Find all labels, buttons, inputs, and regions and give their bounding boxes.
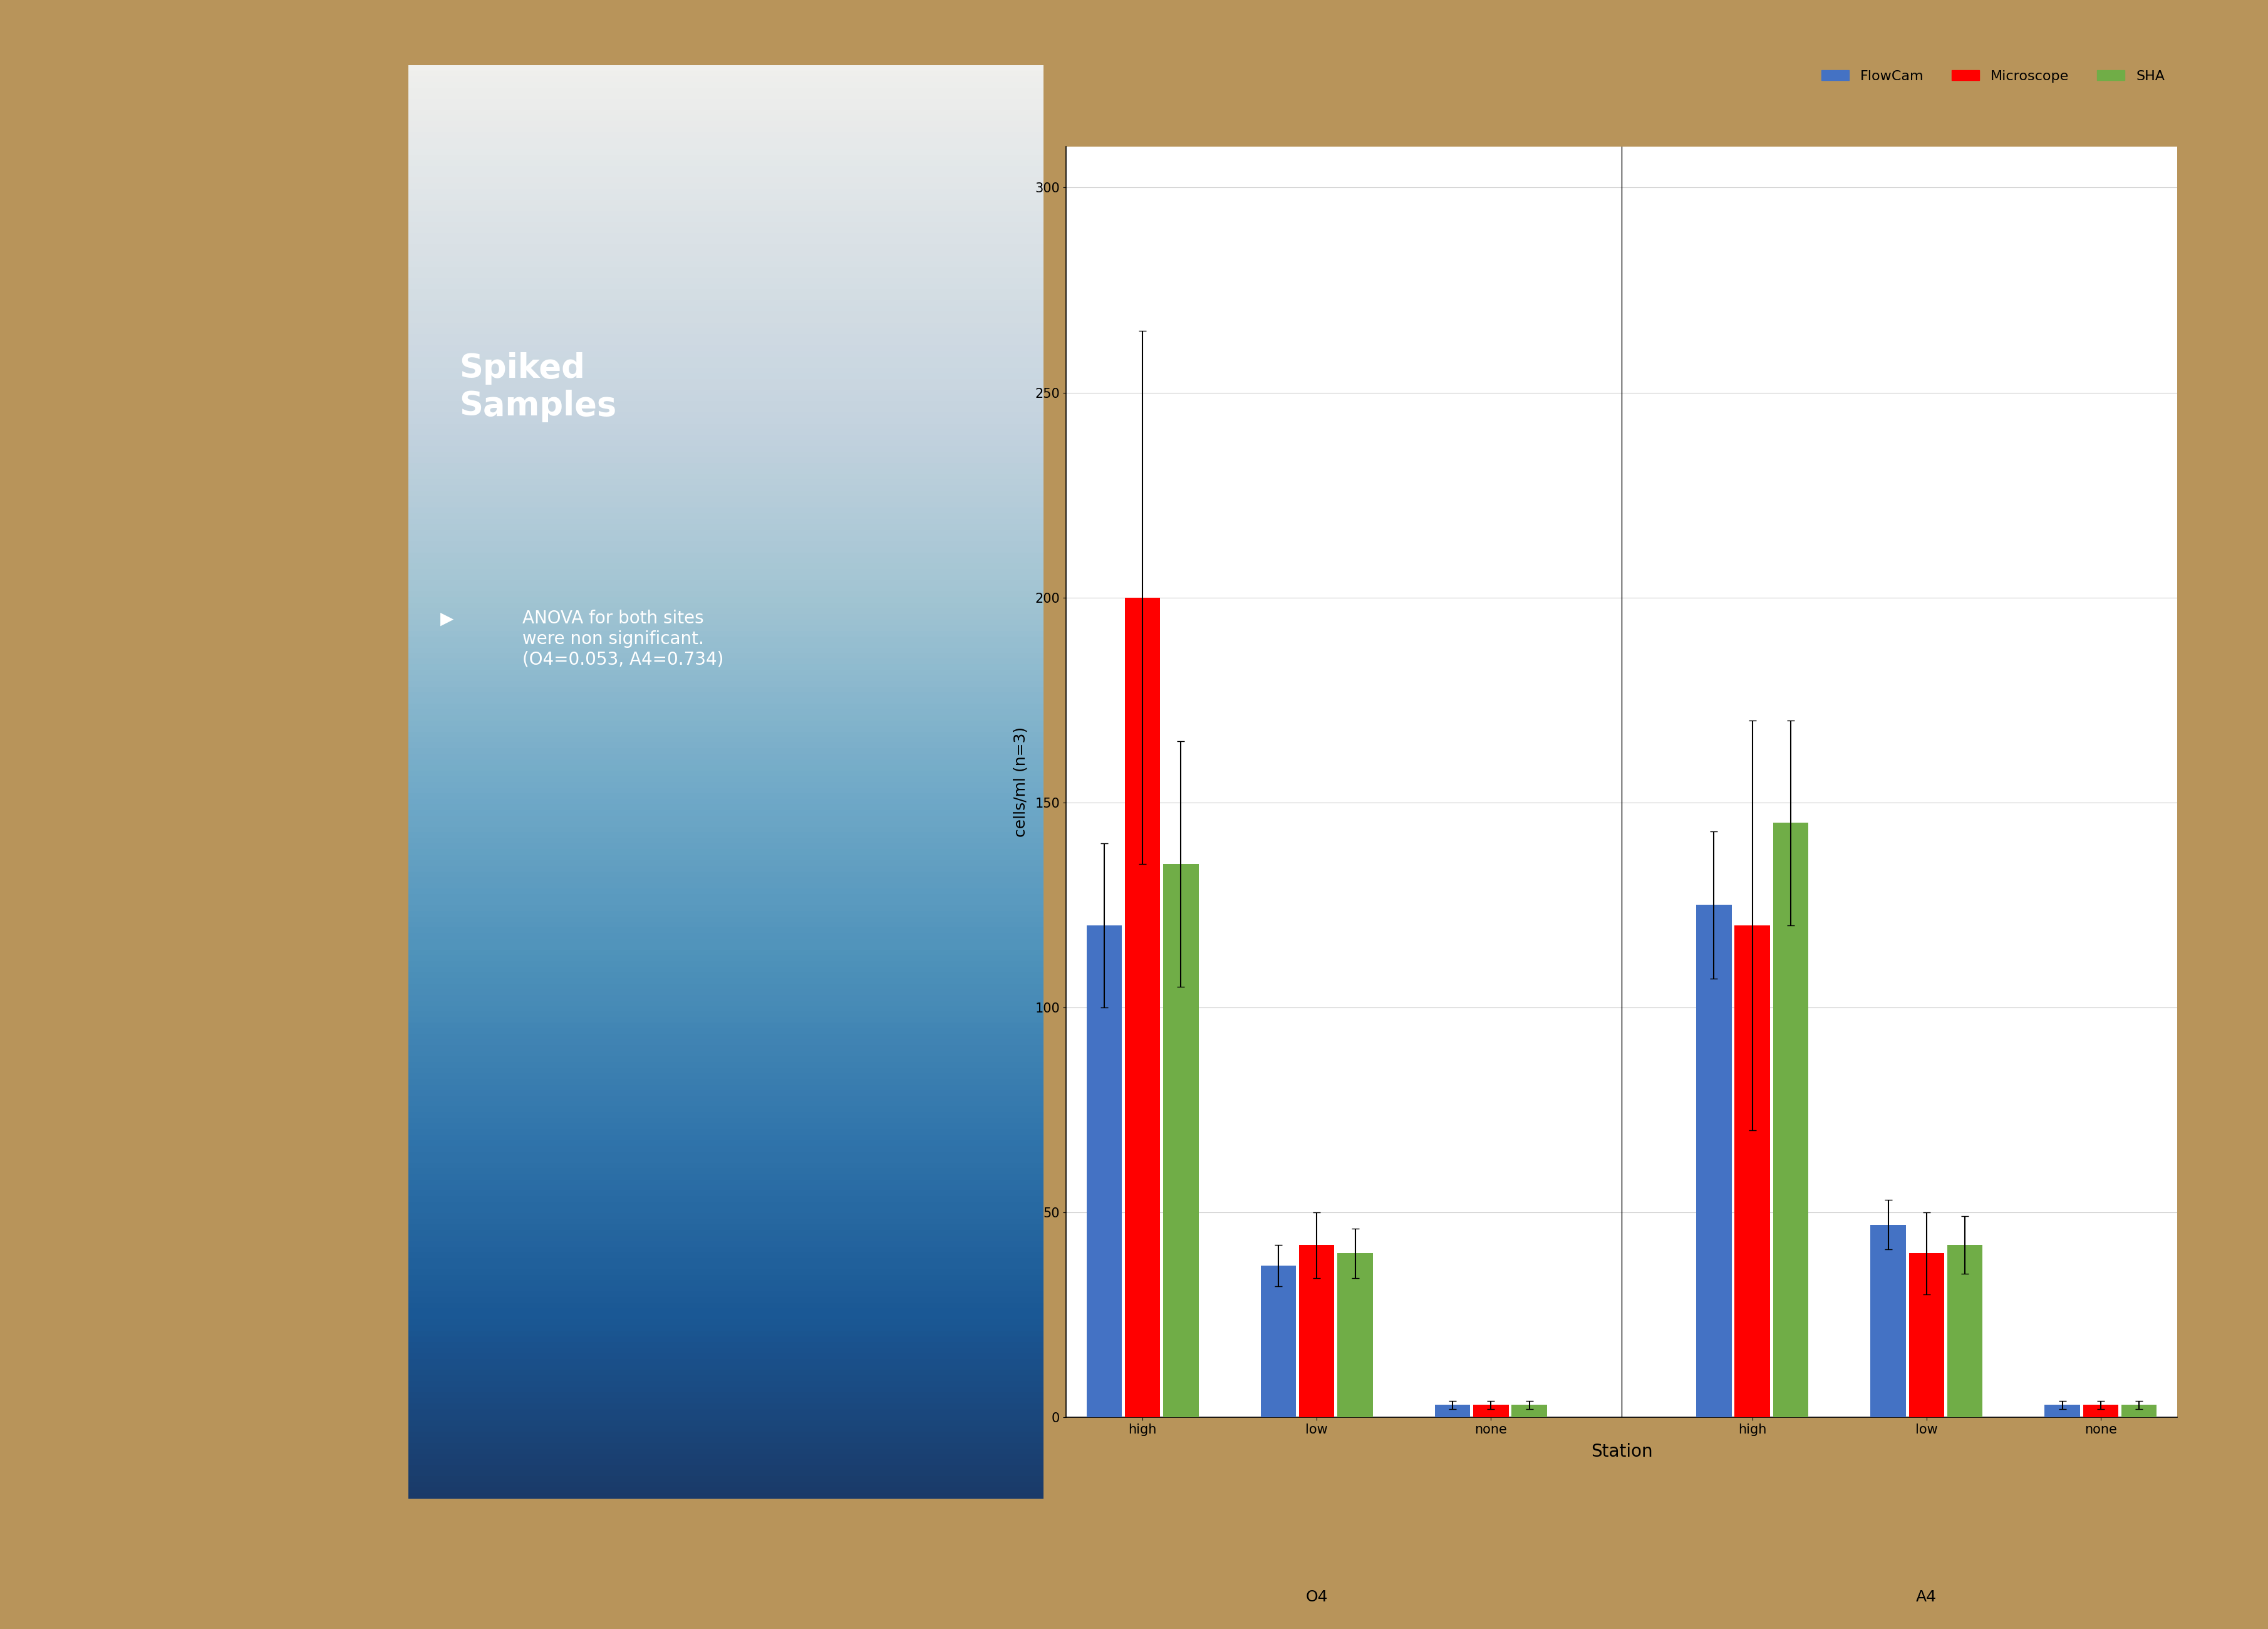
Bar	[1513, 1404, 1547, 1417]
Bar	[2121, 1404, 2157, 1417]
Bar	[1871, 1225, 1905, 1417]
Text: Spiked
Samples: Spiked Samples	[458, 352, 617, 422]
Bar	[1300, 1245, 1334, 1417]
Text: A4: A4	[1916, 1590, 1937, 1605]
Bar	[1086, 925, 1123, 1417]
Bar	[1163, 863, 1198, 1417]
Bar	[1338, 1253, 1372, 1417]
Bar	[1436, 1404, 1470, 1417]
Text: ANOVA for both sites
were non significant.
(O4=0.053, A4=0.734): ANOVA for both sites were non significan…	[522, 609, 723, 668]
Bar	[1474, 1404, 1508, 1417]
Y-axis label: cells/ml (n=3): cells/ml (n=3)	[1014, 727, 1027, 837]
Bar	[2046, 1404, 2080, 1417]
Bar	[1910, 1253, 1944, 1417]
Bar	[1696, 904, 1730, 1417]
Bar	[1125, 598, 1161, 1417]
Bar	[1261, 1266, 1295, 1417]
Text: O4: O4	[1306, 1590, 1329, 1605]
Text: ▶: ▶	[440, 609, 454, 627]
X-axis label: Station: Station	[1590, 1443, 1653, 1460]
Bar	[1735, 925, 1769, 1417]
Bar	[1948, 1245, 1982, 1417]
Bar	[1774, 823, 1808, 1417]
Bar	[2082, 1404, 2118, 1417]
Legend: FlowCam, Microscope, SHA: FlowCam, Microscope, SHA	[1817, 65, 2170, 88]
